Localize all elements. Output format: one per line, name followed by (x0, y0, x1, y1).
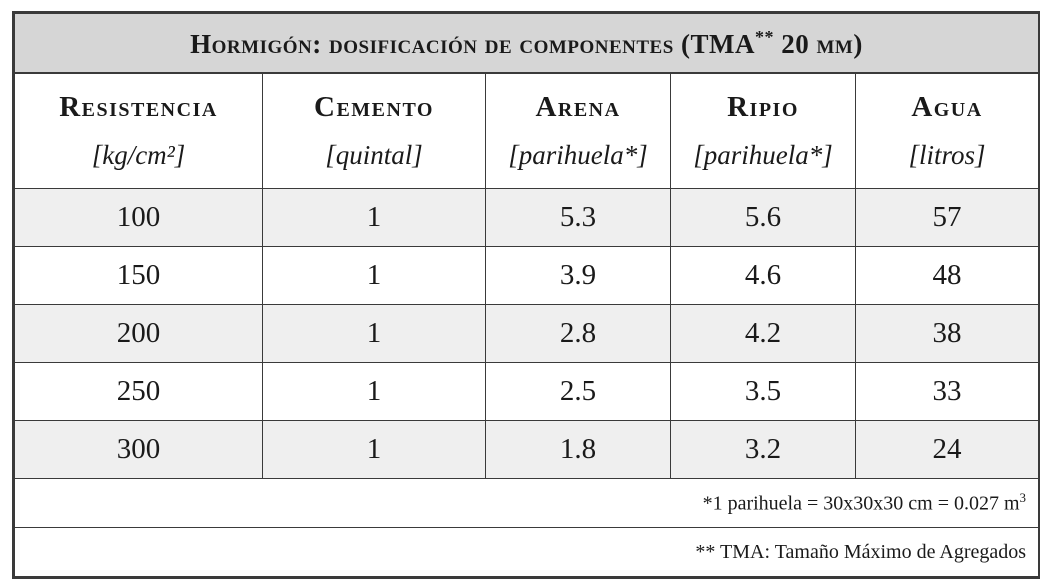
dosage-table-container: Hormigón: dosificación de componentes (T… (12, 11, 1040, 579)
column-unit: [parihuela*] (508, 140, 648, 170)
footnote-parihuela-text: *1 parihuela = 30x30x30 cm = 0.027 m (702, 492, 1020, 515)
footnote-tma: ** TMA: Tamaño Máximo de Agregados (13, 527, 1040, 577)
table-title: Hormigón: dosificación de componentes (T… (13, 13, 1040, 74)
footnote-parihuela: *1 parihuela = 30x30x30 cm = 0.027 m3 (13, 478, 1040, 528)
cell-arena: 3.9 (485, 246, 671, 305)
cell-agua: 33 (854, 362, 1040, 421)
cell-resistencia: 250 (14, 362, 263, 421)
cell-agua: 38 (854, 304, 1040, 363)
cell-ripio: 3.5 (670, 362, 856, 421)
cell-cemento: 1 (262, 246, 486, 305)
table-title-row: Hormigón: dosificación de componentes (T… (13, 13, 1040, 74)
footnote-parihuela-exponent: 3 (1019, 490, 1027, 506)
column-unit: [kg/cm²] (91, 140, 186, 170)
footnote-row: ** TMA: Tamaño Máximo de Agregados (13, 527, 1040, 577)
column-header-row: Resistencia [kg/cm²] Cemento [quintal] A… (14, 72, 1040, 189)
column-name: Agua (911, 91, 983, 123)
footnote-row: *1 parihuela = 30x30x30 cm = 0.027 m3 (13, 478, 1040, 528)
table-row: 200 1 2.8 4.2 38 (14, 304, 1040, 363)
cell-resistencia: 100 (14, 188, 263, 247)
table-row: 150 1 3.9 4.6 48 (14, 246, 1040, 305)
column-unit: [parihuela*] (693, 140, 833, 170)
column-header-arena: Arena [parihuela*] (485, 72, 671, 189)
cell-arena: 5.3 (485, 188, 671, 247)
dosage-table: Hormigón: dosificación de componentes (T… (13, 13, 1040, 577)
table-row: 100 1 5.3 5.6 57 (14, 188, 1040, 247)
cell-ripio: 5.6 (670, 188, 856, 247)
cell-ripio: 4.2 (670, 304, 856, 363)
column-name: Resistencia (59, 91, 218, 123)
cell-arena: 2.5 (485, 362, 671, 421)
cell-resistencia: 300 (14, 420, 263, 479)
column-header-agua: Agua [litros] (854, 72, 1040, 189)
table-row: 250 1 2.5 3.5 33 (14, 362, 1040, 421)
cell-resistencia: 200 (14, 304, 263, 363)
column-name: Arena (535, 91, 621, 123)
column-unit: [quintal] (325, 140, 423, 170)
column-unit: [litros] (908, 140, 986, 170)
cell-arena: 2.8 (485, 304, 671, 363)
column-name: Cemento (314, 91, 434, 123)
cell-ripio: 3.2 (670, 420, 856, 479)
cell-ripio: 4.6 (670, 246, 856, 305)
title-main: Hormigón: dosificación de componentes (T… (190, 28, 755, 59)
cell-agua: 24 (854, 420, 1040, 479)
cell-resistencia: 150 (14, 246, 263, 305)
column-name: Ripio (727, 91, 799, 123)
cell-arena: 1.8 (485, 420, 671, 479)
cell-cemento: 1 (262, 188, 486, 247)
column-header-resistencia: Resistencia [kg/cm²] (14, 72, 263, 189)
title-tail: 20 mm) (774, 28, 863, 59)
table-row: 300 1 1.8 3.2 24 (14, 420, 1040, 479)
cell-agua: 48 (854, 246, 1040, 305)
cell-cemento: 1 (262, 304, 486, 363)
column-header-cemento: Cemento [quintal] (262, 72, 486, 189)
cell-agua: 57 (854, 188, 1040, 247)
column-header-ripio: Ripio [parihuela*] (670, 72, 856, 189)
cell-cemento: 1 (262, 362, 486, 421)
title-stars: ** (755, 26, 774, 47)
cell-cemento: 1 (262, 420, 486, 479)
